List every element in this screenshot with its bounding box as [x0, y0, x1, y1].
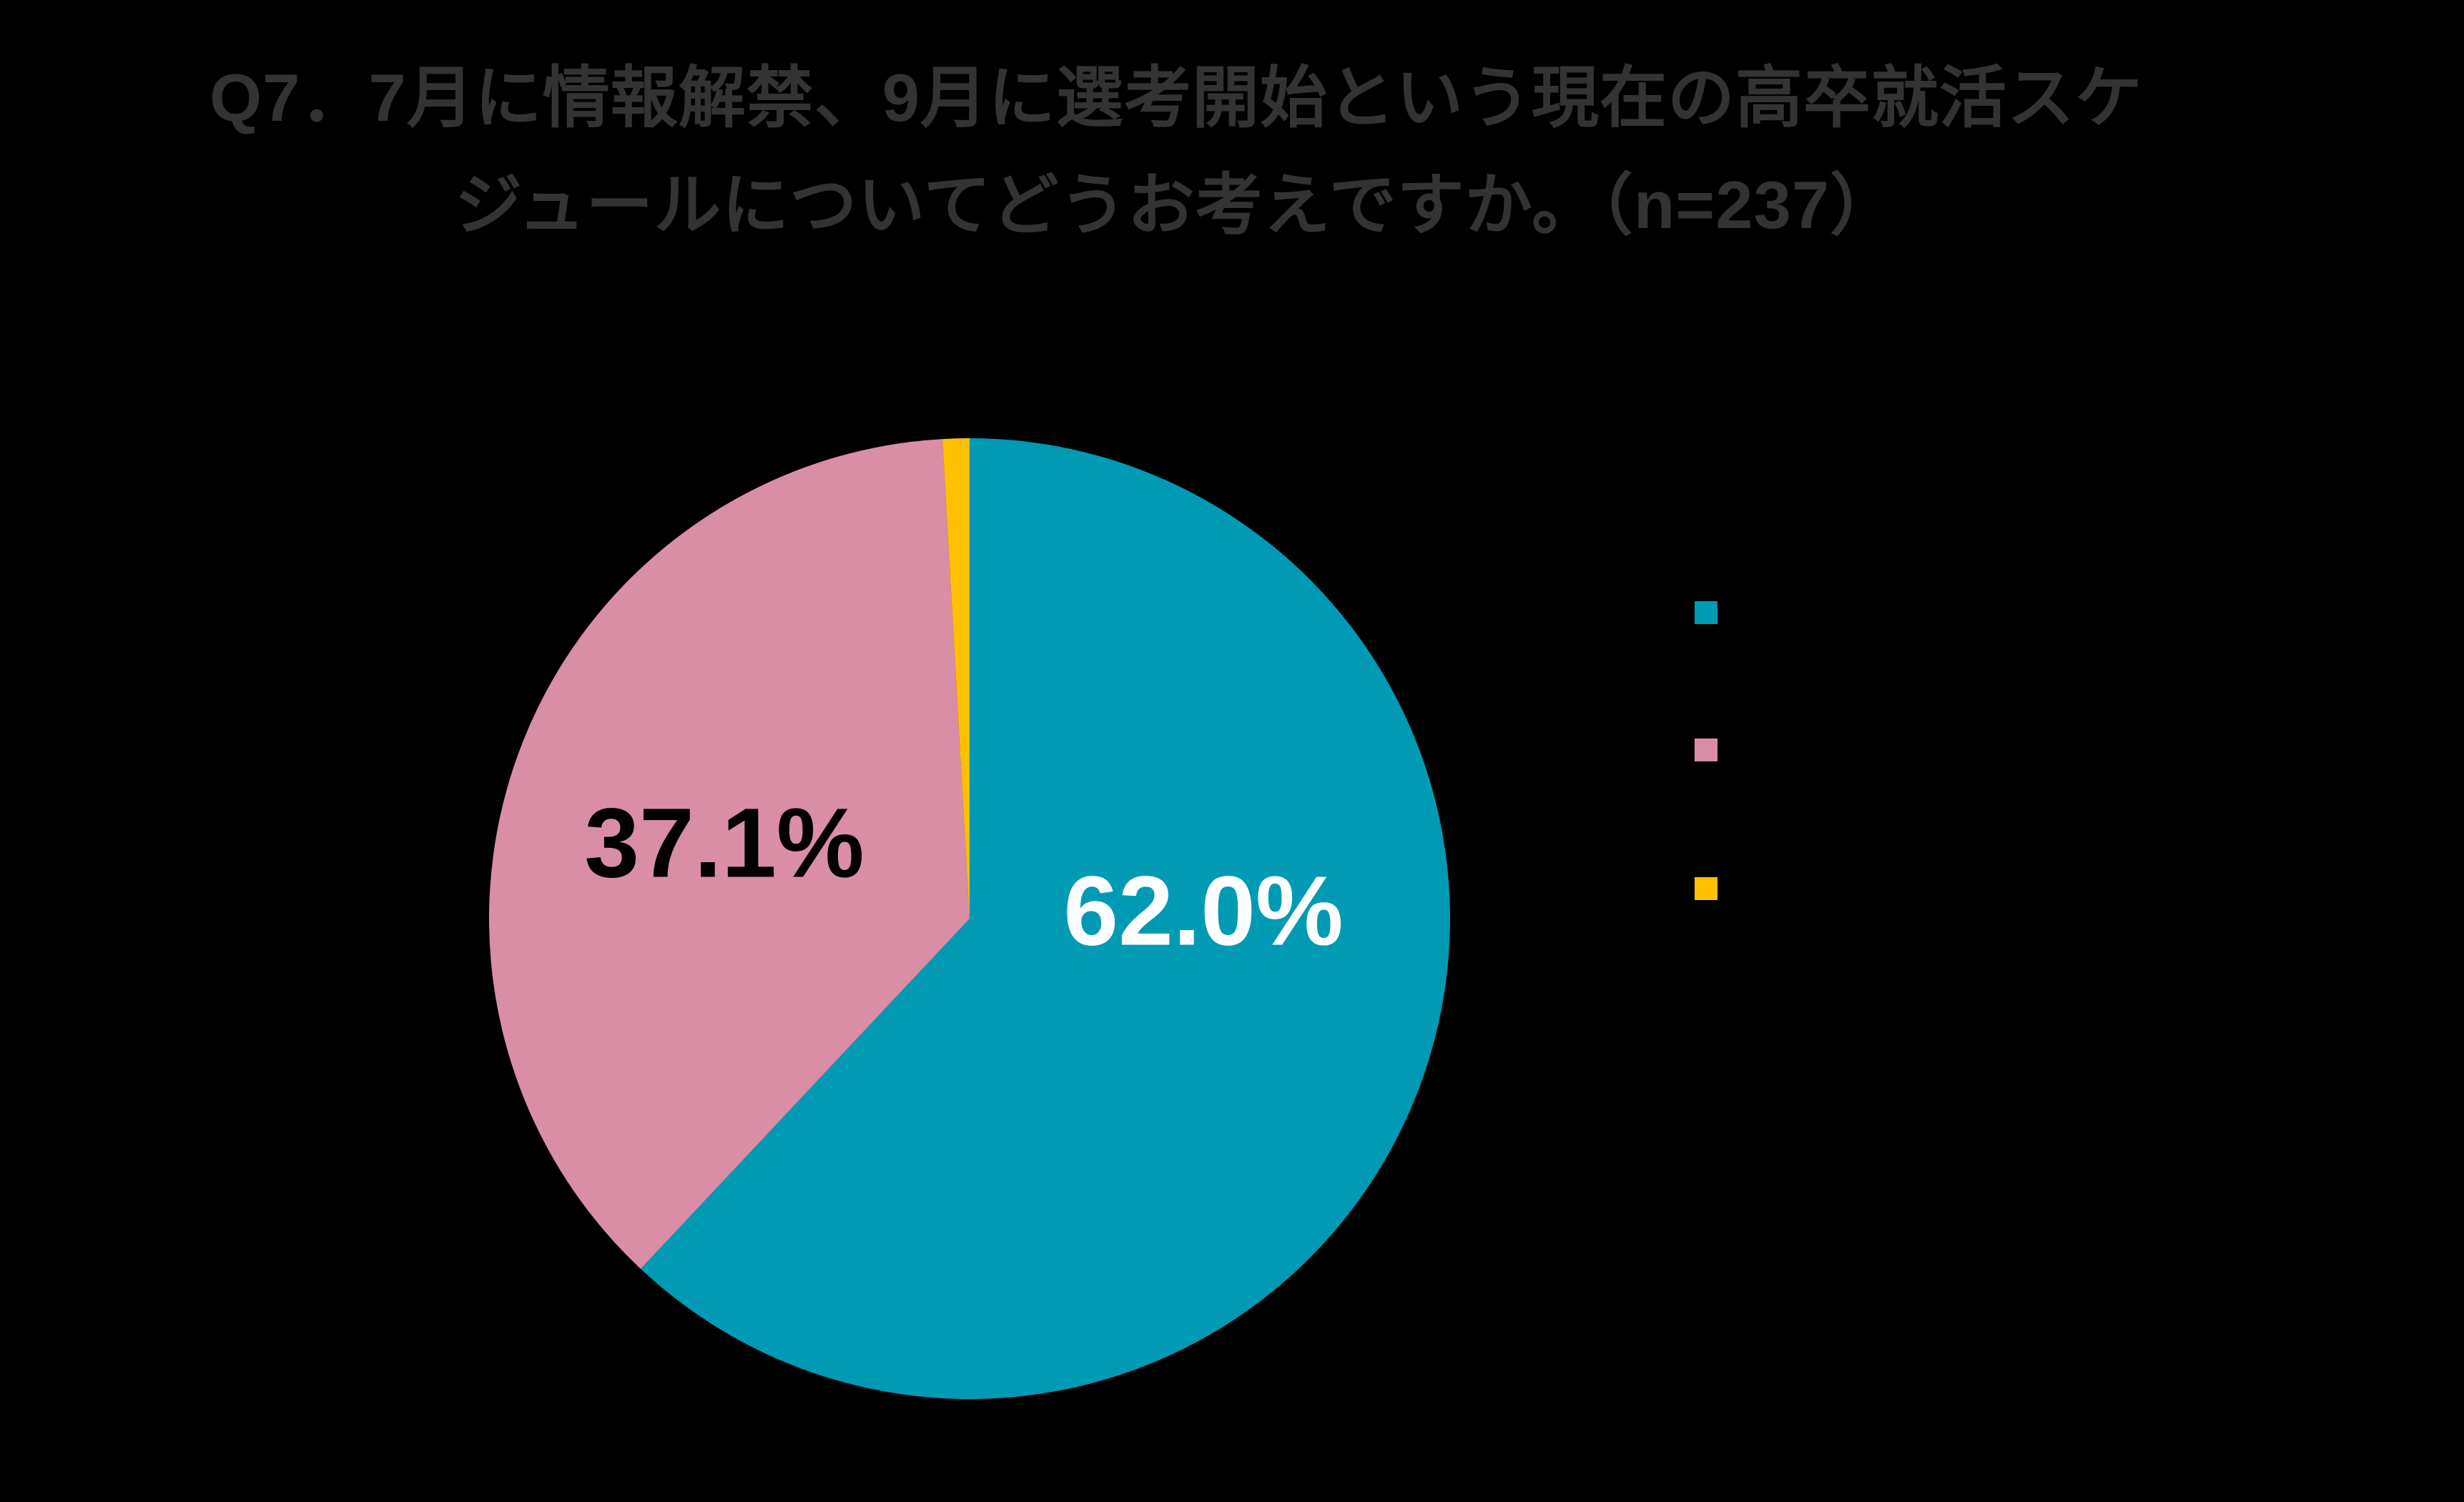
pie-slice-1 — [489, 439, 970, 1269]
pie-slice-0 — [640, 438, 1450, 1399]
legend-item-3 — [1695, 877, 1738, 900]
legend-swatch-yellow-icon — [1695, 877, 1718, 900]
chart-title-line2: ジュールについてどうお考えですか。（n=237） — [454, 167, 1898, 242]
pie-data-label-pink: 37.1% — [584, 788, 864, 899]
pie-slice-2 — [942, 438, 970, 919]
pie-data-label-teal: 62.0% — [1063, 856, 1344, 967]
chart-title: Q7．7月に情報解禁、9月に選考開始という現在の高卒就活スケ ジュールについてど… — [0, 44, 2352, 259]
legend-item-2 — [1695, 738, 1738, 761]
legend — [1695, 0, 2338, 1502]
chart-title-line1: Q7．7月に情報解禁、9月に選考開始という現在の高卒就活スケ — [210, 60, 2143, 135]
legend-swatch-teal-icon — [1695, 601, 1718, 624]
legend-item-1 — [1695, 601, 1738, 624]
legend-swatch-pink-icon — [1695, 738, 1718, 761]
